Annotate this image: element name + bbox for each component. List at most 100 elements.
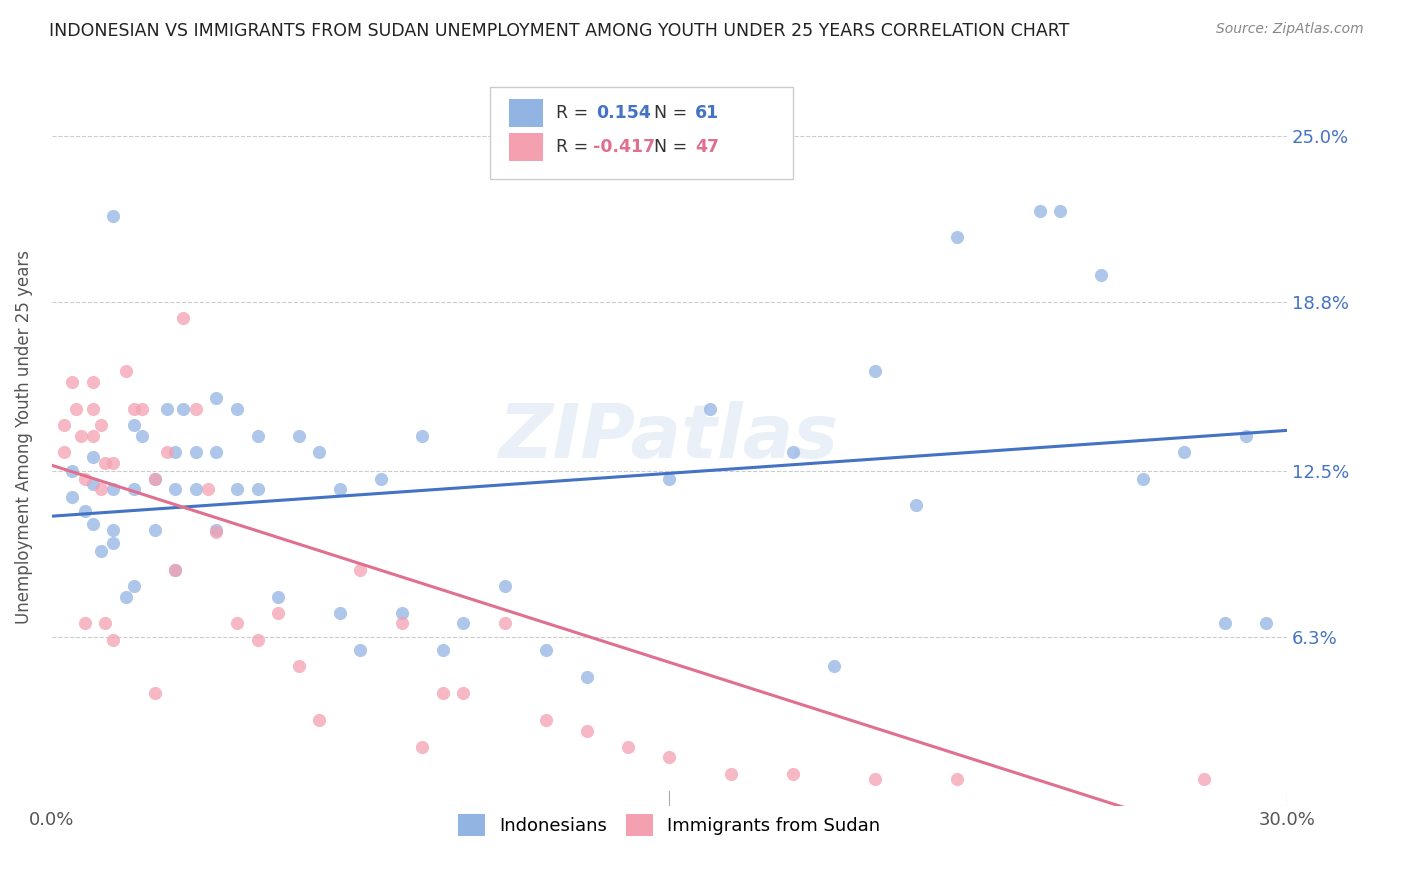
- Point: [370, 472, 392, 486]
- Text: R =: R =: [555, 138, 593, 156]
- Point: [863, 772, 886, 786]
- Point: [82, 429, 104, 443]
- Point: [1173, 445, 1195, 459]
- Point: [94, 616, 117, 631]
- Text: 61: 61: [695, 103, 720, 121]
- Point: [103, 456, 125, 470]
- Point: [494, 579, 516, 593]
- Point: [308, 445, 330, 459]
- Point: [82, 375, 104, 389]
- Bar: [509, 134, 543, 161]
- Point: [658, 750, 681, 764]
- Point: [73, 504, 96, 518]
- Point: [197, 483, 219, 497]
- Point: [1049, 203, 1071, 218]
- Point: [115, 364, 138, 378]
- Point: [73, 472, 96, 486]
- Point: [329, 483, 352, 497]
- Point: [494, 616, 516, 631]
- Point: [115, 590, 138, 604]
- Point: [205, 523, 228, 537]
- Point: [432, 686, 454, 700]
- Point: [1194, 772, 1216, 786]
- Point: [82, 401, 104, 416]
- Point: [82, 450, 104, 465]
- Point: [246, 483, 269, 497]
- Text: ZIPatlas: ZIPatlas: [499, 401, 839, 474]
- Point: [184, 401, 207, 416]
- Point: [143, 523, 166, 537]
- Point: [165, 483, 187, 497]
- Point: [1132, 472, 1154, 486]
- Point: [1234, 429, 1257, 443]
- Point: [453, 616, 475, 631]
- Point: [782, 766, 804, 780]
- Point: [823, 659, 845, 673]
- Point: [165, 445, 187, 459]
- Point: [205, 525, 228, 540]
- Point: [69, 429, 91, 443]
- Point: [90, 418, 112, 433]
- Point: [60, 375, 83, 389]
- Point: [226, 616, 249, 631]
- Point: [246, 429, 269, 443]
- Text: 47: 47: [695, 138, 718, 156]
- Point: [391, 616, 413, 631]
- Text: N =: N =: [654, 138, 693, 156]
- Point: [82, 517, 104, 532]
- Point: [349, 643, 371, 657]
- Point: [90, 544, 112, 558]
- Point: [432, 643, 454, 657]
- Point: [94, 456, 117, 470]
- Point: [143, 472, 166, 486]
- Point: [143, 472, 166, 486]
- Point: [575, 670, 598, 684]
- Point: [329, 606, 352, 620]
- Point: [143, 686, 166, 700]
- Point: [172, 401, 194, 416]
- Point: [131, 429, 153, 443]
- Text: R =: R =: [555, 103, 593, 121]
- Point: [53, 418, 76, 433]
- Point: [699, 401, 721, 416]
- Point: [534, 643, 557, 657]
- Point: [308, 713, 330, 727]
- Point: [73, 616, 96, 631]
- Point: [246, 632, 269, 647]
- Point: [287, 659, 309, 673]
- Point: [1213, 616, 1236, 631]
- Point: [453, 686, 475, 700]
- Point: [617, 739, 640, 754]
- Point: [131, 401, 153, 416]
- Point: [946, 230, 969, 244]
- Point: [411, 429, 433, 443]
- Point: [720, 766, 742, 780]
- Point: [905, 499, 928, 513]
- Point: [226, 483, 249, 497]
- Point: [156, 445, 179, 459]
- Point: [184, 445, 207, 459]
- Point: [658, 472, 681, 486]
- Point: [103, 523, 125, 537]
- Point: [946, 772, 969, 786]
- Point: [226, 401, 249, 416]
- Point: [205, 391, 228, 405]
- Point: [103, 536, 125, 550]
- Point: [782, 445, 804, 459]
- Point: [122, 483, 145, 497]
- Point: [122, 418, 145, 433]
- Point: [53, 445, 76, 459]
- Point: [82, 477, 104, 491]
- Legend: Indonesians, Immigrants from Sudan: Indonesians, Immigrants from Sudan: [449, 805, 890, 845]
- Point: [90, 483, 112, 497]
- Point: [534, 713, 557, 727]
- Point: [103, 209, 125, 223]
- Point: [267, 590, 290, 604]
- Text: Source: ZipAtlas.com: Source: ZipAtlas.com: [1216, 22, 1364, 37]
- Bar: [509, 99, 543, 127]
- Point: [165, 563, 187, 577]
- Point: [172, 310, 194, 325]
- Point: [575, 723, 598, 738]
- Point: [267, 606, 290, 620]
- Text: N =: N =: [654, 103, 693, 121]
